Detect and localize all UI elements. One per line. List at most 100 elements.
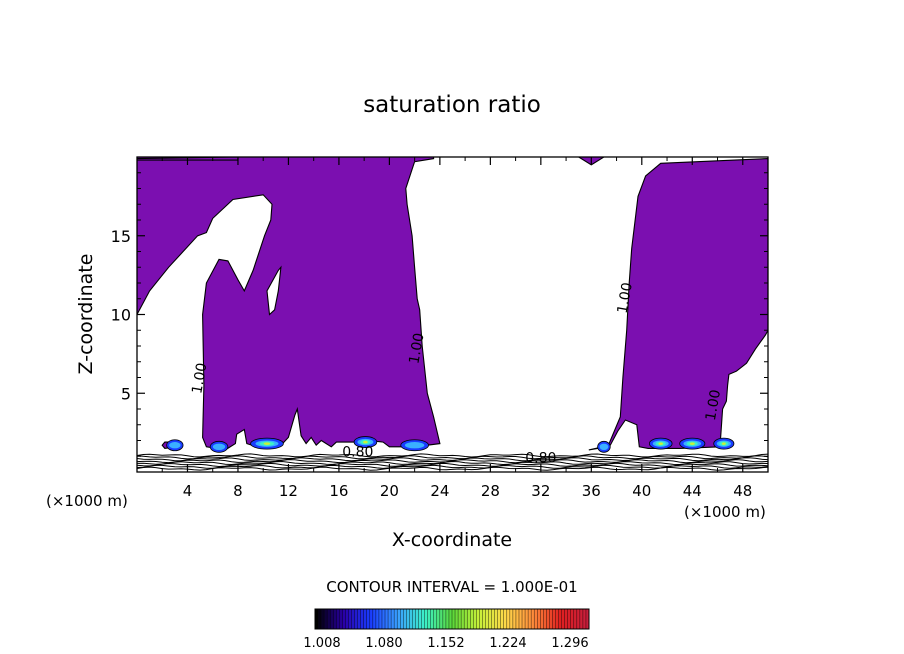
colorbar-swatch [424,609,428,629]
x-tick-label-4: 4 [183,482,193,500]
colorbar-tick-label-1: 1.008 [303,636,340,651]
colorbar-tick-label-4: 1.224 [489,636,526,651]
x-tick-label-12: 12 [279,482,298,500]
colorbar-swatch [366,609,371,629]
high-saturation-spot-4 [353,436,378,448]
colorbar-swatch [515,609,520,629]
colorbar-swatch [315,609,319,629]
colorbar-swatch [445,609,450,629]
colorbar-swatch [570,609,575,629]
colorbar-swatch [540,609,544,629]
colorbar-swatch [479,609,483,629]
contour-label-5: 0.80 [342,444,373,460]
colorbar-swatch [509,609,514,629]
colorbar-swatch [336,609,340,629]
colorbar-swatch [576,609,581,629]
x-tick-label-24: 24 [430,482,449,500]
colorbar-swatch [321,609,325,629]
colorbar-swatch [482,609,486,629]
y-tick-label-10: 10 [111,306,131,325]
colorbar-swatch [458,609,462,629]
colorbar-tick-label-3: 1.152 [427,636,464,651]
high-saturation-spot-5 [400,439,429,452]
colorbar-swatch [497,609,502,629]
colorbar-swatch [473,609,477,629]
colorbar-swatch [351,609,355,629]
colorbar-swatch [442,609,447,629]
plot-area [137,157,768,471]
subsaturated-contour-line-2 [137,455,768,460]
x-tick-label-16: 16 [329,482,348,500]
colorbar-swatch [494,609,498,629]
colorbar-swatch [439,609,444,629]
x-tick-label-36: 36 [582,482,601,500]
colorbar-swatch [427,609,431,629]
x-tick-label-20: 20 [380,482,399,500]
high-saturation-spot-3 [250,437,284,450]
colorbar-swatch [406,609,410,629]
colorbar-tick-label-2: 1.080 [365,636,402,651]
contour-interval-note: CONTOUR INTERVAL = 1.000E-01 [326,578,577,596]
x-tick-label-28: 28 [481,482,500,500]
colorbar-tick-label-5: 1.296 [551,636,588,651]
colorbar-swatch [522,609,526,629]
chart-title: saturation ratio [363,92,541,118]
colorbar-swatch [381,609,386,629]
high-saturation-spot-8 [679,437,706,450]
colorbar-swatch [318,609,322,629]
colorbar-swatch [339,609,343,629]
colorbar-swatch [342,609,346,629]
colorbar-swatch [543,609,547,629]
colorbar-swatch [467,609,471,629]
colorbar-swatch [534,609,538,629]
contour-label-1: 1.00 [189,362,210,395]
colorbar-swatch [388,609,392,629]
high-saturation-spot-9 [713,437,735,450]
colorbar-swatch [345,609,349,629]
clear-hole-1 [266,265,282,316]
cloud-region-2 [588,158,768,451]
subsaturated-contour-line-4 [137,459,768,464]
subsaturated-contour-line-6 [137,462,768,468]
colorbar-swatch [555,609,559,629]
y-tick-label-15: 15 [111,227,131,246]
colorbar-swatch [333,609,337,629]
colorbar-swatch [433,609,438,629]
colorbar-swatch [552,609,556,629]
colorbar-swatch [567,609,572,629]
x-tick-label-32: 32 [531,482,550,500]
colorbar-swatch [500,609,505,629]
colorbar-swatch [421,609,425,629]
colorbar-swatch [455,609,459,629]
colorbar-swatch [372,609,377,629]
y-axis: 5 10 15 [111,172,768,457]
colorbar-swatch [415,609,419,629]
colorbar-swatch [400,609,404,629]
colorbar-swatch [418,609,422,629]
colorbar-swatch [461,609,465,629]
colorbar-swatch [357,609,361,629]
colorbar-swatch [464,609,468,629]
colorbar-swatch [561,609,565,629]
high-saturation-spot-6 [597,440,611,453]
colorbar-swatch [360,609,365,629]
colorbar-swatch [363,609,368,629]
colorbar-swatch [558,609,562,629]
colorbar-swatch [378,609,383,629]
colorbar-swatch [452,609,456,629]
colorbar-labels: 1.008 1.080 1.152 1.224 1.296 [303,636,588,651]
x-axis-unit-left: (×1000 m) [46,492,128,510]
colorbar-swatch [448,609,453,629]
colorbar-swatch [324,609,328,629]
x-tick-label-8: 8 [233,482,243,500]
x-axis-label: X-coordinate [392,529,512,551]
colorbar-swatch [582,609,587,629]
colorbar-swatch [512,609,517,629]
x-axis: 4 8 12 16 20 24 28 32 36 40 44 48 [161,157,752,500]
colorbar-swatch [385,609,389,629]
colorbar-swatch [585,609,590,629]
colorbar-swatch [470,609,474,629]
x-tick-label-44: 44 [683,482,702,500]
colorbar-swatch [485,609,489,629]
colorbar-swatch [327,609,331,629]
